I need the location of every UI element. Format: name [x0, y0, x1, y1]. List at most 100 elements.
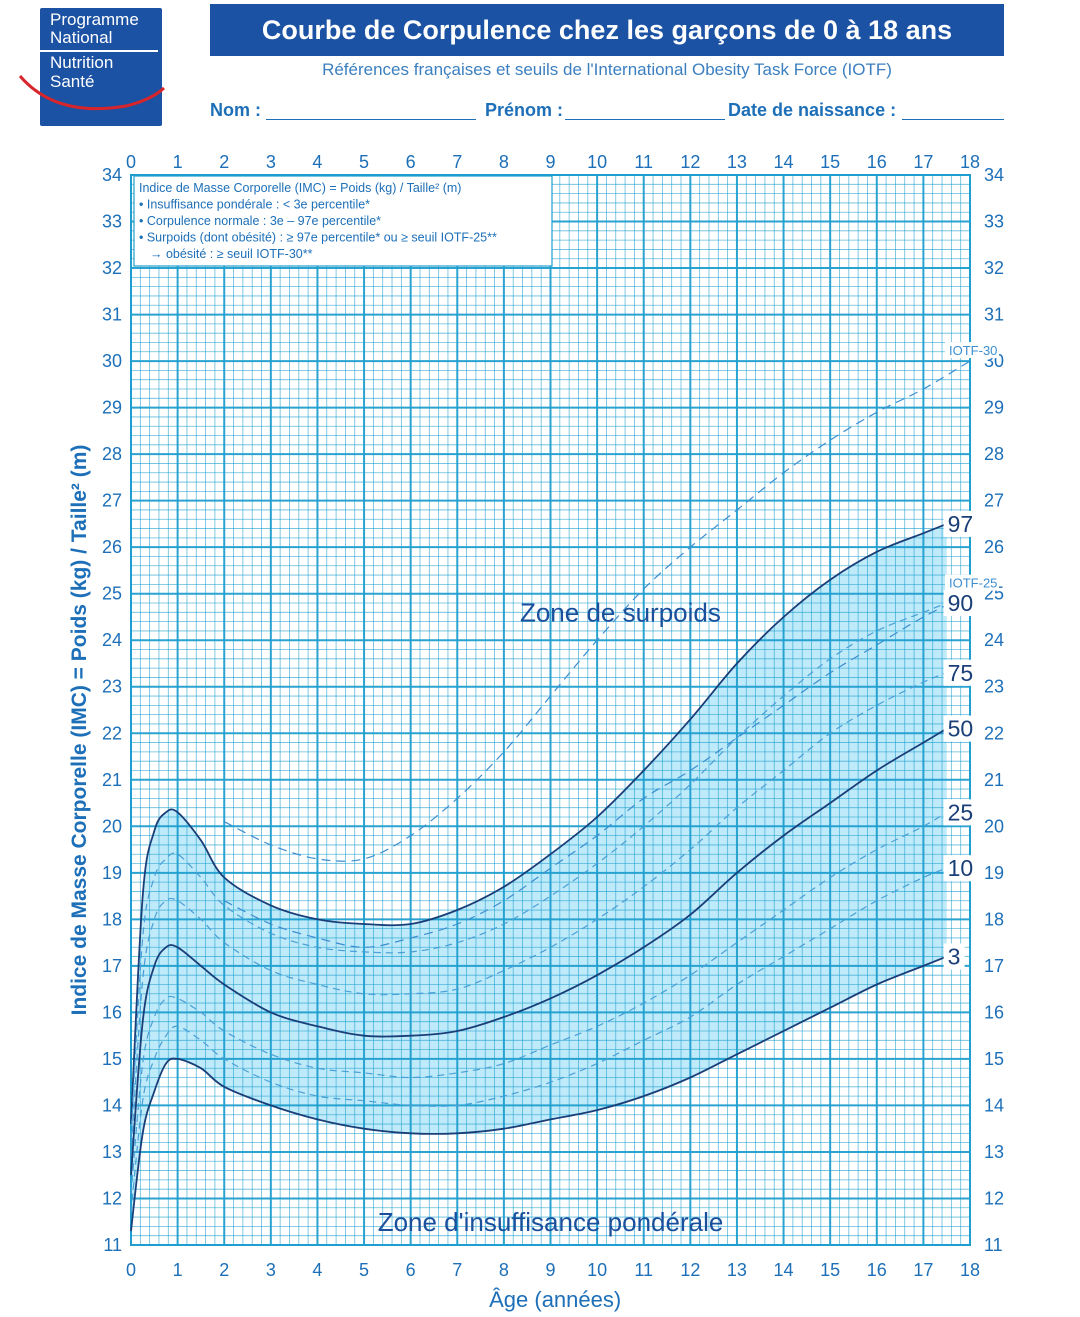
- legend-line-3: • Corpulence normale : 3e – 97e percenti…: [139, 214, 381, 228]
- x-tick-top: 2: [219, 152, 229, 172]
- plot-frame: [130, 174, 971, 1246]
- y-tick-left: 22: [102, 723, 122, 743]
- overweight-zone-label: Zone de surpoids: [520, 598, 721, 628]
- x-tick-top: 1: [173, 152, 183, 172]
- y-tick-right: 33: [984, 212, 1004, 232]
- y-tick-left: 29: [102, 398, 122, 418]
- x-tick-top: 3: [266, 152, 276, 172]
- y-tick-left: 28: [102, 444, 122, 464]
- legend-line-5: → obésité : ≥ seuil IOTF-30**: [150, 247, 313, 261]
- x-tick-top: 15: [820, 152, 840, 172]
- logo-line-2: National: [50, 28, 113, 47]
- legend-box: Indice de Masse Corporelle (IMC) = Poids…: [133, 175, 553, 267]
- y-tick-right: 24: [984, 630, 1004, 650]
- x-tick-top: 9: [545, 152, 555, 172]
- y-tick-left: 32: [102, 258, 122, 278]
- y-tick-left: 33: [102, 212, 122, 232]
- logo-line-1: Programme: [50, 10, 139, 29]
- y-tick-left: 18: [102, 909, 122, 929]
- y-axis-label: Indice de Masse Corporelle (IMC) = Poids…: [68, 445, 91, 1016]
- curve-iotf-30: [223, 360, 971, 862]
- date-naissance-field[interactable]: [902, 119, 1004, 120]
- legend-line-4: • Surpoids (dont obésité) : ≥ 97e percen…: [139, 231, 497, 245]
- x-tick-top: 17: [913, 152, 933, 172]
- y-tick-left: 15: [102, 1049, 122, 1069]
- curve-label-3: 3: [948, 944, 961, 970]
- x-tick-top: 5: [359, 152, 369, 172]
- x-tick-bottom: 14: [774, 1260, 794, 1280]
- y-tick-right: 23: [984, 677, 1004, 697]
- curve-97: [130, 523, 948, 1125]
- y-tick-right: 12: [984, 1188, 1004, 1208]
- x-tick-top: 12: [680, 152, 700, 172]
- curve-label-bg: [945, 574, 1000, 591]
- logo-line-3: Nutrition: [50, 53, 114, 72]
- prenom-field[interactable]: [565, 119, 725, 120]
- normal-zone-area: [131, 523, 947, 1231]
- normal-zone-group: [131, 523, 947, 1231]
- x-tick-bottom: 9: [545, 1260, 555, 1280]
- curve-label-bg: [943, 659, 978, 686]
- x-tick-bottom: 10: [587, 1260, 607, 1280]
- x-tick-top: 10: [587, 152, 607, 172]
- ticks-group: 0011223344556677889910101111121213131414…: [102, 152, 1004, 1280]
- curve-label-bg: [943, 799, 978, 826]
- y-tick-left: 20: [102, 816, 122, 836]
- page-title: Courbe de Corpulence chez les garçons de…: [210, 4, 1004, 56]
- curve-label-bg: [945, 342, 1000, 359]
- y-tick-left: 16: [102, 1002, 122, 1022]
- y-tick-right: 28: [984, 444, 1004, 464]
- curve-label-10: 10: [948, 855, 974, 881]
- curve-label-iotf-30: IOTF-30: [949, 343, 997, 358]
- x-tick-bottom: 5: [359, 1260, 369, 1280]
- curve-label-bg: [943, 943, 965, 970]
- curves-group: [130, 360, 971, 1232]
- x-tick-bottom: 3: [266, 1260, 276, 1280]
- x-tick-bottom: 7: [452, 1260, 462, 1280]
- curve-50: [130, 727, 948, 1176]
- y-tick-right: 26: [984, 537, 1004, 557]
- x-tick-bottom: 4: [312, 1260, 322, 1280]
- curve-label-50: 50: [948, 716, 974, 742]
- x-tick-top: 11: [634, 152, 653, 172]
- y-tick-left: 24: [102, 630, 122, 650]
- y-tick-right: 17: [984, 956, 1004, 976]
- y-tick-left: 17: [102, 956, 122, 976]
- x-tick-top: 6: [406, 152, 416, 172]
- x-tick-top: 18: [960, 152, 980, 172]
- x-tick-bottom: 1: [173, 1260, 183, 1280]
- y-tick-left: 21: [102, 770, 122, 790]
- y-tick-left: 34: [102, 165, 122, 185]
- nom-field[interactable]: [266, 119, 476, 120]
- prenom-label: Prénom :: [485, 100, 564, 120]
- logo-swoosh-icon: [18, 75, 166, 111]
- curve-3: [130, 955, 948, 1232]
- x-tick-bottom: 18: [960, 1260, 980, 1280]
- curve-iotf-25: [223, 593, 971, 948]
- curve-label-bg: [943, 510, 978, 537]
- legend-line-2: • Insuffisance pondérale : < 3e percenti…: [139, 198, 370, 212]
- y-tick-right: 29: [984, 398, 1004, 418]
- x-tick-bottom: 6: [406, 1260, 416, 1280]
- y-tick-right: 20: [984, 816, 1004, 836]
- y-tick-right: 27: [984, 491, 1004, 511]
- nom-label: Nom :: [210, 100, 261, 120]
- curve-25: [130, 811, 948, 1194]
- curve-10: [130, 867, 947, 1213]
- curve-label-75: 75: [948, 660, 974, 686]
- y-tick-left: 12: [102, 1188, 122, 1208]
- x-tick-top: 14: [774, 152, 794, 172]
- x-tick-top: 7: [452, 152, 462, 172]
- y-tick-left: 31: [102, 305, 122, 325]
- y-tick-left: 14: [102, 1095, 122, 1115]
- y-tick-right: 31: [984, 305, 1004, 325]
- x-tick-top: 13: [727, 152, 747, 172]
- pnns-logo: Programme National Nutrition Santé: [18, 8, 166, 126]
- x-tick-top: 4: [312, 152, 322, 172]
- curve-label-iotf-25: IOTF-25: [949, 576, 997, 591]
- y-tick-right: 21: [984, 770, 1004, 790]
- x-tick-top: 16: [867, 152, 887, 172]
- curve-label-90: 90: [948, 590, 974, 616]
- x-tick-top: 8: [499, 152, 509, 172]
- date-naissance-label: Date de naissance :: [728, 100, 897, 120]
